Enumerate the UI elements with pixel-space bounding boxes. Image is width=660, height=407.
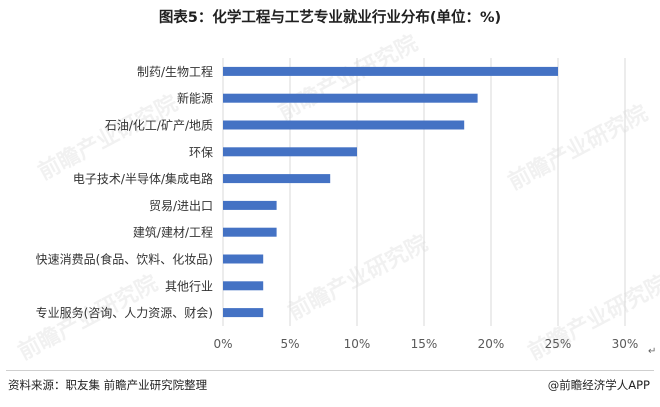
category-label: 其他行业 xyxy=(165,279,213,293)
bar xyxy=(223,308,264,318)
x-tick-label: 30% xyxy=(612,337,639,351)
category-label: 电子技术/半导体/集成电路 xyxy=(73,171,213,186)
category-label: 制药/生物工程 xyxy=(137,64,213,79)
source-note: 资料来源：职友集 前瞻产业研究院整理 xyxy=(8,378,208,392)
x-tick-label: 15% xyxy=(411,337,438,351)
category-label: 专业服务(咨询、人力资源、财会) xyxy=(36,305,213,320)
category-label: 贸易/进出口 xyxy=(149,199,213,213)
x-tick-label: 20% xyxy=(478,337,505,351)
bar xyxy=(223,66,558,76)
x-tick-label: 10% xyxy=(344,337,371,351)
bar xyxy=(223,93,478,103)
return-mark: ↵ xyxy=(648,346,657,357)
bar xyxy=(223,200,277,210)
bar xyxy=(223,174,331,184)
bar xyxy=(223,227,277,237)
category-label: 建筑/建材/工程 xyxy=(133,225,213,240)
bar xyxy=(223,254,264,264)
category-label: 新能源 xyxy=(177,91,213,106)
x-tick-label: 25% xyxy=(545,337,572,351)
footer-divider xyxy=(6,370,654,371)
bar xyxy=(223,281,264,291)
x-tick-label: 0% xyxy=(213,337,232,351)
category-label: 快速消费品(食品、饮料、化妆品) xyxy=(36,252,213,267)
category-label: 环保 xyxy=(189,145,213,159)
bar xyxy=(223,120,465,130)
x-tick-label: 5% xyxy=(280,337,299,351)
chart-title: 图表5：化学工程与工艺专业就业行业分布(单位：%) xyxy=(158,10,502,26)
category-label: 石油/化工/矿产/地质 xyxy=(105,119,213,133)
bar xyxy=(223,147,357,157)
credit-note: @前瞻经济学人APP xyxy=(547,378,650,392)
